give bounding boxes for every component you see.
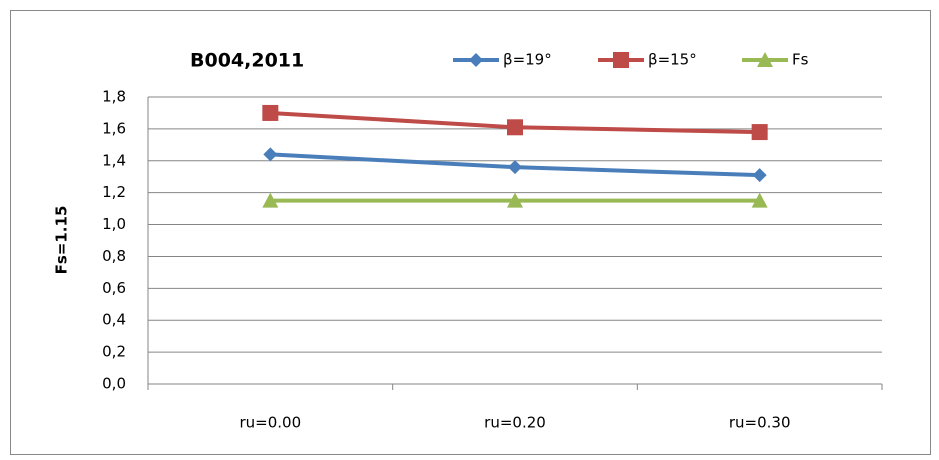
- x-tick-label: ru=0.00: [240, 414, 302, 432]
- x-tick-label: ru=0.30: [729, 414, 791, 432]
- y-tick-label: 1,6: [102, 119, 126, 137]
- chart-title: B004,2011: [190, 50, 304, 72]
- marker: [752, 168, 767, 183]
- legend-label: Fs: [792, 51, 809, 69]
- marker: [751, 124, 768, 141]
- y-tick-label: 0,8: [102, 247, 126, 265]
- marker: [262, 104, 279, 121]
- legend-label: β=15°: [648, 51, 697, 69]
- y-axis-title: Fs=1.15: [53, 206, 71, 275]
- marker: [508, 160, 522, 175]
- chart-border: [10, 10, 931, 455]
- marker: [751, 192, 768, 208]
- y-tick-label: 1,0: [102, 215, 126, 233]
- legend-marker: [469, 53, 483, 67]
- y-tick-label: 0,4: [102, 311, 126, 329]
- y-tick-label: 0,2: [102, 343, 126, 361]
- y-tick-label: 0,0: [102, 375, 126, 393]
- marker: [507, 192, 523, 208]
- legend-marker: [613, 52, 629, 68]
- marker: [263, 147, 278, 162]
- legend-label: β=19°: [503, 51, 552, 69]
- marker: [262, 192, 279, 208]
- marker: [507, 119, 523, 136]
- y-tick-label: 1,4: [102, 151, 126, 169]
- y-tick-label: 1,2: [102, 183, 126, 201]
- y-tick-label: 0,6: [102, 279, 126, 297]
- y-tick-label: 1,8: [102, 88, 126, 106]
- legend-marker: [757, 52, 773, 67]
- x-tick-label: ru=0.20: [484, 414, 546, 432]
